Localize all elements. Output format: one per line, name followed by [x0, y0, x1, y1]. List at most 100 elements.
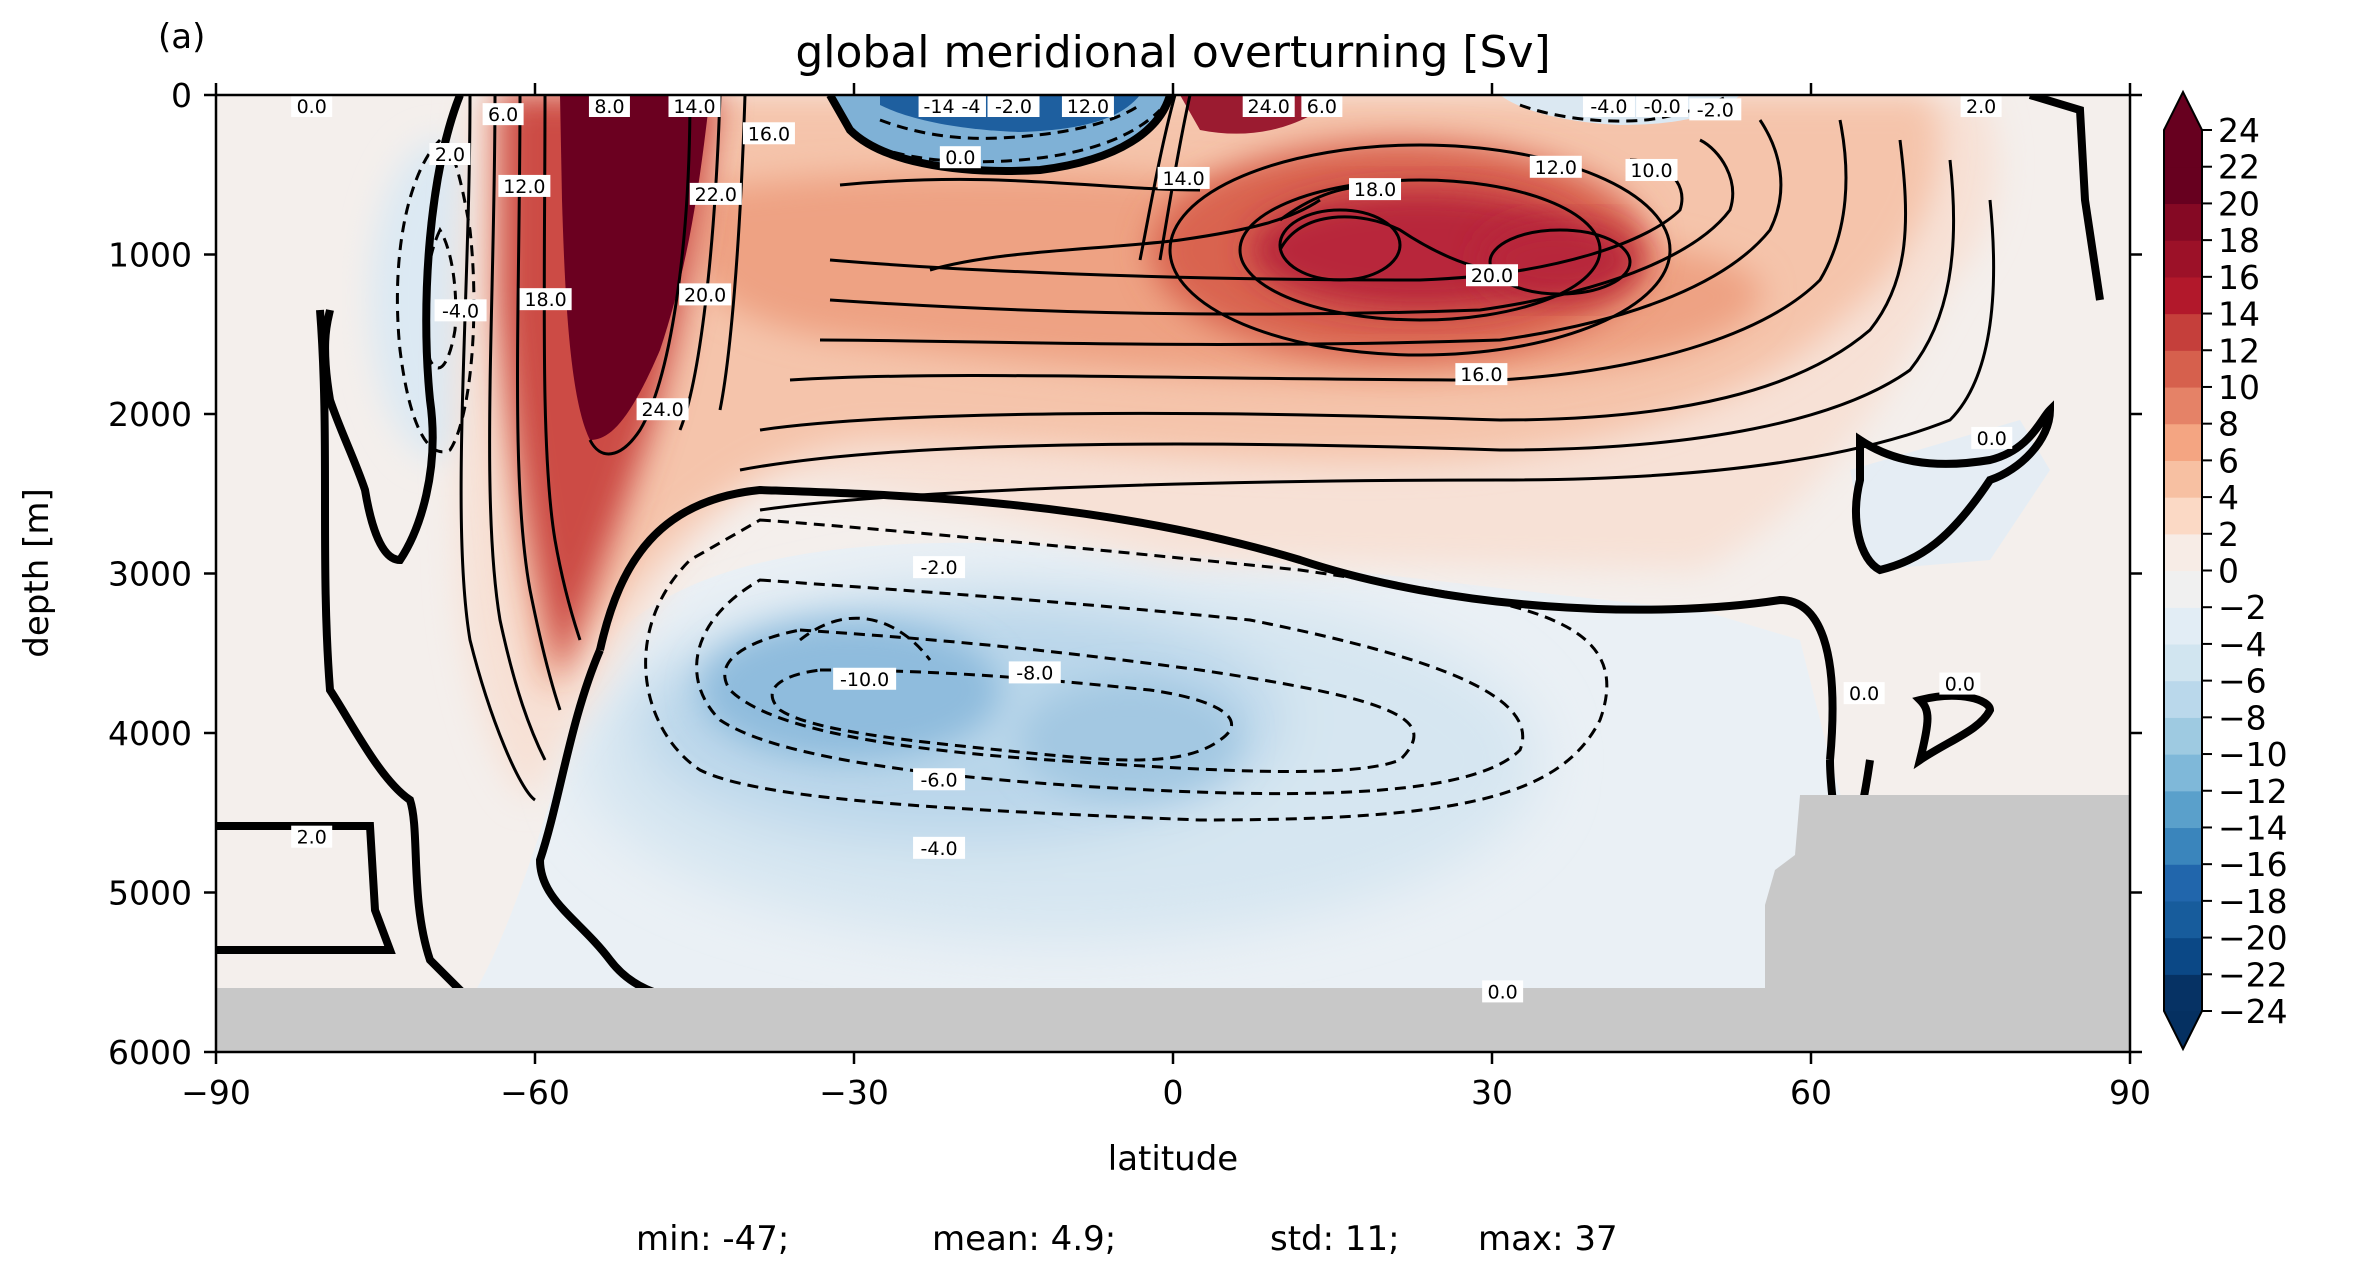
colorbar-tick-label: 14 [2218, 295, 2260, 334]
colorbar-segment [2164, 974, 2202, 1012]
contour-label: -4.0 [921, 838, 958, 860]
y-axis-label: depth [m] [17, 488, 57, 657]
plot-area: 0.0 8.0 14.0 -14 -4 -2.0 12.0 24.0 6.0 -4.0 -0.0 -2… [216, 95, 2130, 1052]
colorbar-tick-label: −4 [2218, 625, 2267, 664]
x-axis-label: latitude [1108, 1139, 1238, 1179]
contour-label: 6.0 [1307, 96, 1337, 118]
contour-label: 0.0 [945, 147, 975, 169]
chart-title: global meridional overturning [Sv] [795, 27, 1550, 78]
stats-line: min: -47; mean: 4.9; std: 11; max: 37 [636, 1219, 1618, 1259]
contour-label: -14 [924, 96, 955, 118]
contour-label: 12.0 [503, 176, 545, 198]
colorbar-segment [2164, 460, 2202, 498]
y-tick-label: 0 [171, 76, 192, 115]
contour-label: 10.0 [1630, 160, 1672, 182]
contour-label-bg [1242, 95, 1295, 117]
colorbar-segment [2164, 533, 2202, 572]
contour-label: 14.0 [673, 96, 715, 118]
contour-label-bg [1843, 682, 1885, 705]
contour-label-bg [1636, 95, 1689, 117]
colorbar-tick-label: −20 [2218, 919, 2288, 958]
colorbar-extend-min [2164, 1011, 2202, 1049]
contour-label: 24.0 [1248, 96, 1290, 118]
contour-label-bg [1008, 661, 1061, 684]
colorbar-tick-label: −24 [2218, 992, 2288, 1031]
colorbar-tick-label: −18 [2218, 882, 2288, 921]
colorbar-extend-max [2164, 92, 2202, 130]
contour-label: 0.0 [297, 96, 327, 118]
colorbar-segment [2164, 350, 2202, 388]
y-tick-label: 1000 [108, 236, 192, 275]
colorbar-tick-label: −8 [2218, 698, 2267, 737]
contour-label: 16.0 [748, 123, 790, 145]
contour-label: 0.0 [1849, 683, 1879, 705]
stat-max: max: 37 [1478, 1219, 1618, 1259]
colorbar-segment [2164, 240, 2202, 278]
y-tick-label: 3000 [108, 555, 192, 594]
colorbar-segment [2164, 643, 2202, 682]
contour-label: 18.0 [524, 289, 566, 311]
contour-label-bg [939, 146, 981, 169]
colorbar-segment [2164, 827, 2202, 865]
contour-label: 22.0 [695, 184, 737, 206]
contour-label-bg [1939, 672, 1981, 695]
contour-label: 16.0 [1460, 364, 1502, 386]
colorbar-tick-label: 24 [2218, 111, 2260, 150]
contour-label-bg [1157, 166, 1210, 189]
contour-label: -8.0 [1016, 662, 1053, 684]
contour-label-bg [1455, 363, 1508, 386]
colorbar-tick-label: 20 [2218, 184, 2260, 223]
colorbar: −24−22−20−18−16−14−12−10−8−6−4−202468101… [2163, 89, 2288, 1052]
stat-min: min: -47; [636, 1219, 789, 1259]
contour-label: 8.0 [594, 96, 624, 118]
contour-label: 2.0 [435, 144, 465, 166]
colorbar-segment [2164, 313, 2202, 351]
contour-label: 18.0 [1354, 179, 1396, 201]
x-tick-label: 30 [1471, 1073, 1513, 1112]
contour-label: 20.0 [1471, 265, 1513, 287]
colorbar-segment [2164, 497, 2202, 535]
contour-labels: 0.0 8.0 14.0 -14 -4 -2.0 12.0 24.0 6.0 -4.0 -0.0 -2… [291, 95, 2013, 1003]
stat-mean: mean: 4.9; [932, 1219, 1116, 1259]
contour-label: -6.0 [921, 769, 958, 791]
contour-label: -2.0 [995, 96, 1032, 118]
x-tick-label: −60 [500, 1073, 570, 1112]
y-axis: 0 1000 2000 3000 4000 5000 6000 [108, 76, 2142, 1072]
contour-label-bg [913, 836, 966, 859]
y-tick-label: 2000 [108, 395, 192, 434]
negative-contours [395, 95, 1731, 822]
colorbar-tick-label: −10 [2218, 735, 2288, 774]
x-tick-label: 90 [2109, 1073, 2151, 1112]
contour-label-bg [918, 95, 960, 117]
colorbar-segment [2164, 607, 2202, 645]
colorbar-segment [2164, 423, 2202, 461]
contour-label: -0.0 [1644, 96, 1681, 118]
contour-label: 12.0 [1535, 157, 1577, 179]
contour-label-bg [1625, 158, 1678, 181]
contour-label-bg [498, 174, 551, 197]
positive-contours [459, 95, 1996, 802]
colorbar-tick-label: 8 [2218, 405, 2239, 444]
zero-contours [216, 95, 2104, 1004]
y-tick-label: 4000 [108, 714, 192, 753]
contour-label-bg [913, 768, 966, 791]
contour-label-bg [291, 825, 333, 848]
contour-label: 6.0 [488, 104, 518, 126]
contour-label: 2.0 [297, 827, 327, 849]
contour-label-bg [679, 283, 732, 306]
contour-label-bg [1582, 95, 1635, 117]
colorbar-tick-label: 12 [2218, 331, 2260, 370]
colorbar-tick-label: 10 [2218, 368, 2260, 407]
colorbar-tick-label: −12 [2218, 772, 2288, 811]
x-tick-label: 60 [1790, 1073, 1832, 1112]
contour-label-bg [429, 143, 471, 166]
contour-label: -4 [961, 96, 980, 118]
contour-label-bg [291, 95, 333, 117]
contour-label: 20.0 [684, 284, 726, 306]
contour-label: -4.0 [1590, 96, 1627, 118]
colorbar-tick-label: −16 [2218, 845, 2288, 884]
panel-label: (a) [158, 17, 205, 57]
colorbar-segment [2164, 130, 2202, 168]
colorbar-tick-label: 16 [2218, 258, 2260, 297]
